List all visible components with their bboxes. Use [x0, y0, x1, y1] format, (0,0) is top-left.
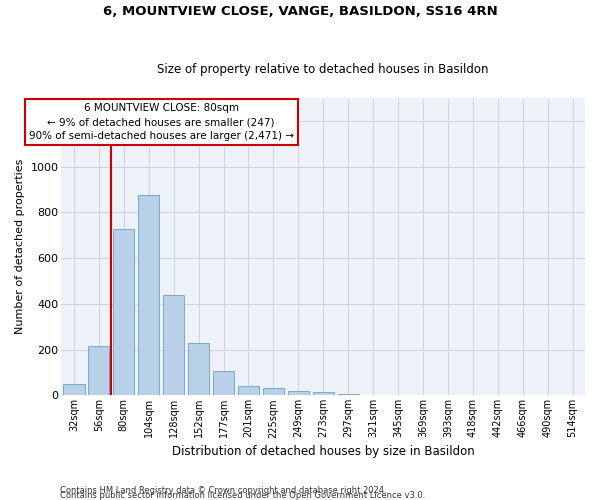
Bar — [263, 388, 284, 396]
Bar — [64, 384, 85, 396]
Bar — [338, 394, 359, 396]
Bar — [88, 346, 109, 396]
Bar — [163, 294, 184, 396]
Bar — [288, 390, 309, 396]
Y-axis label: Number of detached properties: Number of detached properties — [15, 159, 25, 334]
Title: Size of property relative to detached houses in Basildon: Size of property relative to detached ho… — [157, 63, 489, 76]
X-axis label: Distribution of detached houses by size in Basildon: Distribution of detached houses by size … — [172, 444, 475, 458]
Text: Contains public sector information licensed under the Open Government Licence v3: Contains public sector information licen… — [60, 491, 425, 500]
Bar — [113, 230, 134, 396]
Text: Contains HM Land Registry data © Crown copyright and database right 2024.: Contains HM Land Registry data © Crown c… — [60, 486, 386, 495]
Text: 6 MOUNTVIEW CLOSE: 80sqm
← 9% of detached houses are smaller (247)
90% of semi-d: 6 MOUNTVIEW CLOSE: 80sqm ← 9% of detache… — [29, 103, 293, 141]
Bar — [188, 342, 209, 396]
Text: 6, MOUNTVIEW CLOSE, VANGE, BASILDON, SS16 4RN: 6, MOUNTVIEW CLOSE, VANGE, BASILDON, SS1… — [103, 5, 497, 18]
Bar — [313, 392, 334, 396]
Bar — [213, 372, 234, 396]
Bar — [138, 195, 160, 396]
Bar — [238, 386, 259, 396]
